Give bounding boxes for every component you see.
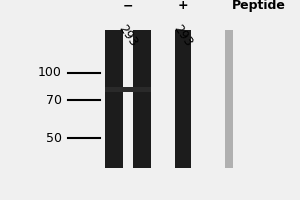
Text: Peptide: Peptide: [232, 0, 286, 12]
Bar: [133, 30, 151, 168]
Text: −: −: [123, 0, 133, 12]
Text: 293: 293: [116, 22, 140, 49]
Bar: [105, 30, 123, 168]
Bar: [105, 87, 151, 92]
Text: 70: 70: [46, 94, 62, 106]
Text: 100: 100: [38, 66, 62, 79]
Bar: [225, 30, 233, 168]
Bar: [123, 30, 133, 168]
Text: +: +: [178, 0, 188, 12]
Text: 50: 50: [46, 132, 62, 144]
Bar: [175, 30, 191, 168]
Text: 293: 293: [171, 22, 195, 49]
